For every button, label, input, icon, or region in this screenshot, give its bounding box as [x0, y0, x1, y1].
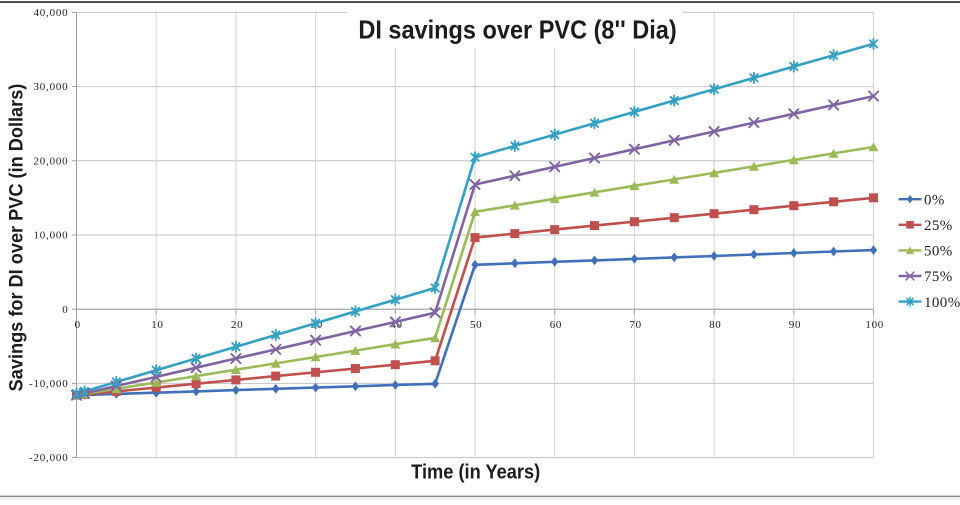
svg-text:Time (in Years): Time (in Years) [411, 462, 540, 484]
svg-text:60: 60 [550, 319, 562, 331]
svg-text:100: 100 [865, 319, 884, 331]
svg-text:40,000: 40,000 [33, 7, 68, 19]
svg-text:0: 0 [75, 319, 81, 331]
svg-text:-20,000: -20,000 [29, 452, 69, 464]
svg-text:40: 40 [390, 319, 402, 331]
svg-text:100%: 100% [924, 295, 960, 311]
svg-text:75%: 75% [924, 269, 953, 285]
svg-text:50: 50 [470, 319, 482, 331]
svg-text:90: 90 [789, 319, 801, 331]
svg-text:70: 70 [629, 319, 641, 331]
svg-text:0%: 0% [924, 192, 945, 208]
svg-text:10,000: 10,000 [33, 230, 68, 242]
svg-text:20: 20 [231, 319, 243, 331]
svg-text:30,000: 30,000 [33, 81, 68, 93]
svg-text:10: 10 [151, 319, 163, 331]
svg-text:20,000: 20,000 [33, 155, 68, 167]
svg-text:50%: 50% [924, 244, 953, 260]
svg-text:Savings for DI over PVC (in Do: Savings for DI over PVC (in Dollars) [5, 84, 26, 392]
svg-text:-10,000: -10,000 [29, 378, 69, 390]
svg-text:25%: 25% [924, 218, 953, 234]
svg-text:DI savings over PVC (8'' Dia): DI savings over PVC (8'' Dia) [358, 16, 676, 44]
svg-text:0: 0 [62, 304, 68, 316]
svg-text:80: 80 [709, 319, 721, 331]
